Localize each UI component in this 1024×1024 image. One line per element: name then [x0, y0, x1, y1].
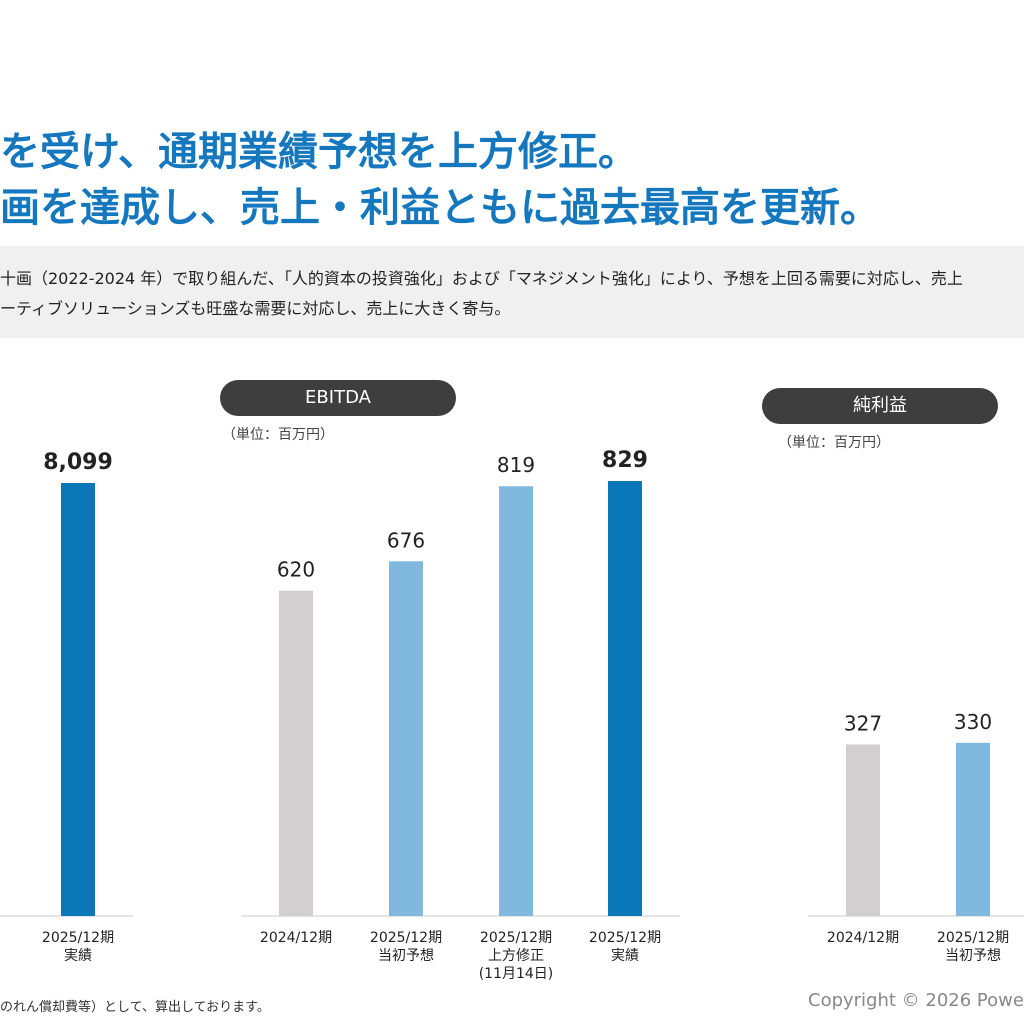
- category-label: 2025/12期: [42, 930, 114, 946]
- category-label: 実績: [64, 948, 92, 964]
- category-label: (11月14日): [479, 966, 554, 982]
- summary-line-2: ーティブソリューションズも旺盛な需要に対応し、売上に大きく寄与。: [0, 299, 511, 318]
- summary-box: 十画（2022-2024 年）で取り組んだ、「人的資本の投資強化」および「マネジ…: [0, 246, 1024, 338]
- category-label: 上方修正: [488, 948, 544, 964]
- net-income-unit-label: （単位：百万円）: [778, 435, 890, 451]
- bar: [61, 483, 95, 916]
- ebitda-chart-title: EBITDA: [220, 380, 456, 416]
- bar-value-label: 330: [954, 710, 992, 734]
- category-label: 当初予想: [945, 947, 1001, 964]
- bar-value-label: 620: [277, 558, 315, 582]
- bar-value-label: 819: [497, 453, 535, 477]
- bar-value-label: 676: [387, 528, 425, 552]
- bar: [608, 481, 642, 916]
- category-label: 2024/12期: [827, 930, 899, 946]
- ebitda-unit-label: （単位：百万円）: [222, 427, 334, 443]
- footnote: のれん償却費等）として、算出しております。: [0, 1000, 270, 1015]
- headline-line-1: を受け、通期業績予想を上方修正。: [0, 129, 638, 175]
- bar: [389, 561, 423, 916]
- bar: [956, 742, 990, 916]
- summary-line-1: 十画（2022-2024 年）で取り組んだ、「人的資本の投資強化」および「マネジ…: [0, 269, 963, 288]
- category-label: 2024/12期: [260, 930, 332, 946]
- category-label: 2025/12期: [937, 930, 1009, 946]
- copyright: Copyright © 2026 Powe: [808, 990, 1024, 1011]
- bar-value-label: 829: [602, 448, 648, 473]
- headline-line-2: 画を達成し、売上・利益ともに過去最高を更新。: [0, 185, 880, 231]
- bar-value-label: 8,099: [43, 450, 113, 475]
- category-label: 2025/12期: [589, 930, 661, 946]
- bar-value-label: 327: [844, 711, 882, 735]
- net-income-chart-title: 純利益: [762, 388, 998, 424]
- category-label: 実績: [611, 948, 639, 964]
- bar-charts: 期)8,0992025/12期実績6202024/12期6762025/12期当…: [0, 448, 1024, 982]
- bar: [279, 590, 313, 916]
- bar: [499, 486, 533, 916]
- bar: [846, 744, 880, 916]
- category-label: 2025/12期: [480, 930, 552, 946]
- category-label: 2025/12期: [370, 930, 442, 946]
- category-label: 当初予想: [378, 947, 434, 964]
